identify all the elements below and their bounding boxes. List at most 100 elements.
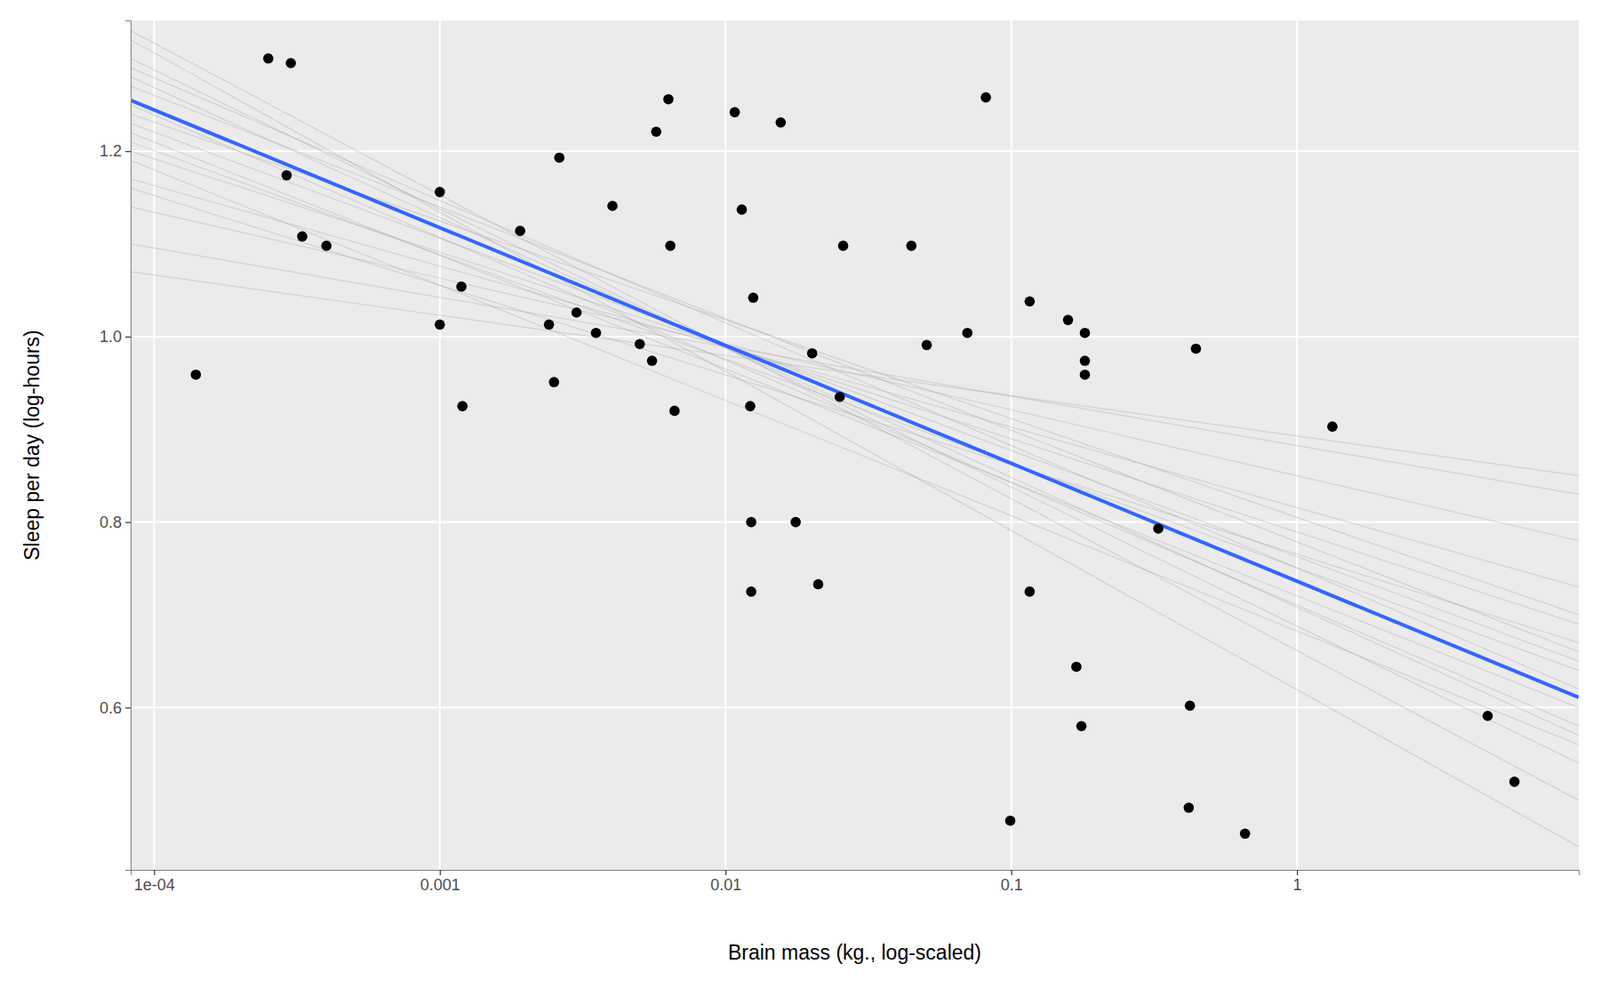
grid-line-y <box>130 521 1579 524</box>
tick-mark <box>125 707 131 709</box>
tick: 0.001 <box>420 870 461 895</box>
tick-label: 0.01 <box>710 876 742 895</box>
point <box>1509 776 1520 788</box>
point <box>980 92 992 104</box>
resample-line <box>130 40 1579 848</box>
resample-line <box>130 178 1579 587</box>
point <box>1080 328 1091 339</box>
point <box>320 240 332 252</box>
x-axis-title: Brain mass (kg., log-scaled) <box>728 941 982 965</box>
resample-line <box>130 142 1579 672</box>
point <box>1327 421 1338 432</box>
resample-line <box>130 132 1579 708</box>
point <box>1076 720 1088 732</box>
point <box>1080 369 1091 381</box>
grid-line-x <box>724 20 727 871</box>
point <box>1184 700 1196 712</box>
resample-line <box>130 58 1579 764</box>
point <box>263 53 274 64</box>
y-axis: 0.6 0.8 1.0 1.2 <box>99 21 132 872</box>
tick: 1.0 <box>99 328 131 346</box>
tick-label: 1 <box>1293 876 1303 895</box>
point <box>961 328 973 339</box>
point <box>1240 828 1251 840</box>
point <box>571 307 583 319</box>
resample-line <box>130 160 1579 746</box>
resample-line <box>130 272 1579 477</box>
point <box>813 579 824 591</box>
point <box>834 392 846 403</box>
tick: 0.1 <box>1000 870 1024 895</box>
point <box>905 240 917 252</box>
point <box>1152 523 1164 535</box>
plot: 1e-04 0.001 0.01 0.1 1 0.6 0.8 1.0 1.2 <box>99 20 1580 895</box>
tick: 1e-04 <box>134 870 176 895</box>
point <box>745 517 757 528</box>
tick-label: 1e-04 <box>134 876 176 895</box>
tick: 0.6 <box>99 699 131 718</box>
tick-mark <box>1296 870 1298 876</box>
tick-label: 0.6 <box>99 699 122 718</box>
axis-line <box>125 21 132 872</box>
point <box>281 169 293 181</box>
chart: 1e-04 0.001 0.01 0.1 1 0.6 0.8 1.0 1.2 Brain mass… <box>0 0 1600 988</box>
point <box>514 225 526 237</box>
point <box>1005 816 1016 827</box>
point <box>647 355 658 367</box>
point <box>1482 711 1494 722</box>
point <box>838 240 849 252</box>
point <box>1191 344 1202 355</box>
point <box>748 292 760 304</box>
marks <box>130 30 1579 847</box>
grid-line-y <box>130 336 1579 338</box>
tick-mark <box>125 522 131 524</box>
point <box>663 94 674 105</box>
point <box>191 369 202 381</box>
grid <box>130 20 1579 871</box>
point <box>296 231 308 242</box>
tick: 0.01 <box>710 870 742 895</box>
grid-line-y <box>130 706 1579 709</box>
resample-line <box>130 77 1579 736</box>
point <box>607 200 618 212</box>
axis-line <box>131 871 1580 877</box>
point <box>548 376 560 388</box>
tick: 1 <box>1293 870 1303 895</box>
tick-label: 0.1 <box>1000 876 1024 895</box>
tick-mark <box>125 336 131 338</box>
tick-label: 0.8 <box>99 513 122 532</box>
fit-line <box>130 100 1579 698</box>
point <box>664 240 676 252</box>
resample-line <box>130 123 1579 662</box>
point <box>807 348 818 360</box>
point <box>669 406 680 417</box>
tick-label: 1.0 <box>99 328 122 346</box>
point <box>650 126 662 137</box>
resample-line <box>130 86 1579 653</box>
point <box>634 338 646 350</box>
x-axis: 1e-04 0.001 0.01 0.1 1 <box>131 870 1580 895</box>
resample-line <box>130 104 1579 727</box>
point <box>1063 314 1074 326</box>
point <box>790 517 801 528</box>
point <box>921 339 933 351</box>
point <box>553 152 565 164</box>
resample-line <box>130 30 1579 800</box>
point <box>544 320 555 331</box>
tick-mark <box>440 870 441 876</box>
tick-mark <box>725 870 727 876</box>
point <box>1080 355 1091 367</box>
tick-label: 1.2 <box>99 142 122 160</box>
tick-mark <box>1011 870 1013 876</box>
point <box>591 328 602 339</box>
point <box>729 107 741 119</box>
tick-label: 0.001 <box>420 876 461 895</box>
point <box>434 186 446 198</box>
grid-line-x <box>152 20 155 871</box>
y-axis-title: Sleep per day (log-hours) <box>20 329 44 561</box>
point <box>434 320 446 331</box>
point <box>776 117 787 128</box>
resample-line <box>130 67 1579 689</box>
tick: 1.2 <box>99 142 131 160</box>
grid-line-y <box>130 150 1579 152</box>
